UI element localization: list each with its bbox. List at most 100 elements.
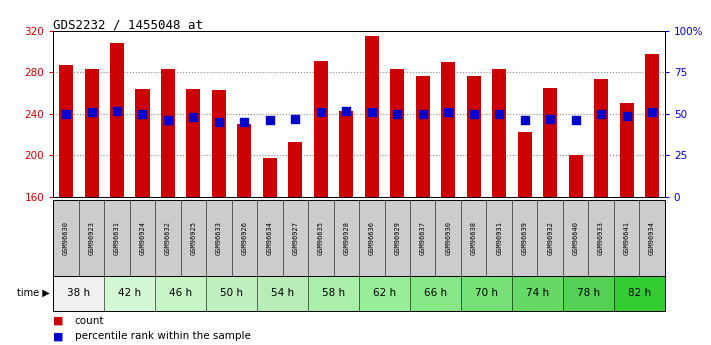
Point [60, 111, 72, 117]
Text: ■: ■ [53, 316, 64, 326]
Text: GSM96637: GSM96637 [419, 221, 426, 255]
Bar [639, 200, 665, 276]
Bar [155, 276, 206, 310]
Bar [589, 200, 614, 276]
Text: time ▶: time ▶ [17, 288, 50, 298]
Bar [308, 200, 333, 276]
Bar [110, 43, 124, 197]
Text: GSM96640: GSM96640 [572, 221, 579, 255]
Point [646, 109, 658, 115]
Bar [416, 76, 429, 197]
Text: 74 h: 74 h [526, 288, 549, 298]
Text: GSM96639: GSM96639 [522, 221, 528, 255]
Bar [461, 200, 486, 276]
Bar [461, 276, 512, 310]
Text: GSM96630: GSM96630 [63, 221, 69, 255]
Bar [136, 89, 149, 197]
Bar [385, 200, 410, 276]
Bar [206, 276, 257, 310]
Text: GSM96925: GSM96925 [191, 221, 196, 255]
Text: 58 h: 58 h [322, 288, 345, 298]
Bar [129, 200, 155, 276]
Point [112, 108, 123, 113]
Bar [359, 200, 385, 276]
Bar [410, 276, 461, 310]
Text: 70 h: 70 h [475, 288, 498, 298]
Text: GSM96932: GSM96932 [547, 221, 553, 255]
Text: percentile rank within the sample: percentile rank within the sample [75, 332, 250, 341]
Text: GSM96931: GSM96931 [496, 221, 502, 255]
Point [264, 118, 276, 123]
Text: 82 h: 82 h [628, 288, 651, 298]
Bar [512, 200, 538, 276]
Bar [155, 200, 181, 276]
Bar [614, 276, 665, 310]
Bar [257, 276, 308, 310]
Text: ■: ■ [53, 332, 64, 341]
Bar [359, 276, 410, 310]
Bar [79, 200, 105, 276]
Bar [619, 104, 634, 197]
Bar [105, 200, 129, 276]
Bar [257, 200, 283, 276]
Text: 42 h: 42 h [118, 288, 141, 298]
Point [468, 111, 479, 117]
Bar [339, 111, 353, 197]
Bar [594, 79, 608, 197]
Bar [289, 142, 302, 197]
Point [392, 111, 403, 117]
Text: 50 h: 50 h [220, 288, 243, 298]
Bar [232, 200, 257, 276]
Bar [543, 88, 557, 197]
Text: GSM96928: GSM96928 [343, 221, 349, 255]
Bar [53, 276, 105, 310]
Bar [512, 276, 563, 310]
Bar [237, 124, 252, 197]
Text: GSM96638: GSM96638 [471, 221, 476, 255]
Text: GSM96924: GSM96924 [139, 221, 146, 255]
Bar [569, 155, 582, 197]
Bar [486, 200, 512, 276]
Bar [442, 62, 455, 197]
Bar [85, 69, 99, 197]
Text: GSM96636: GSM96636 [369, 221, 375, 255]
Bar [283, 200, 308, 276]
Bar [59, 65, 73, 197]
Bar [614, 200, 639, 276]
Text: GSM96641: GSM96641 [624, 221, 629, 255]
Point [315, 109, 326, 115]
Bar [492, 69, 506, 197]
Bar [212, 90, 226, 197]
Bar [538, 200, 563, 276]
Bar [410, 200, 435, 276]
Point [86, 109, 97, 115]
Text: GDS2232 / 1455048_at: GDS2232 / 1455048_at [53, 18, 203, 31]
Point [341, 108, 352, 113]
Text: GSM96633: GSM96633 [216, 221, 222, 255]
Bar [308, 276, 359, 310]
Bar [563, 276, 614, 310]
Text: 38 h: 38 h [68, 288, 90, 298]
Bar [181, 200, 206, 276]
Point [289, 116, 301, 121]
Text: GSM96927: GSM96927 [292, 221, 299, 255]
Text: 46 h: 46 h [169, 288, 192, 298]
Text: GSM96635: GSM96635 [318, 221, 324, 255]
Text: GSM96634: GSM96634 [267, 221, 273, 255]
Point [137, 111, 148, 117]
Bar [186, 89, 201, 197]
Text: 54 h: 54 h [271, 288, 294, 298]
Bar [206, 200, 232, 276]
Text: GSM96631: GSM96631 [114, 221, 120, 255]
Bar [518, 132, 532, 197]
Point [417, 111, 429, 117]
Point [570, 118, 582, 123]
Text: GSM96934: GSM96934 [649, 221, 655, 255]
Point [519, 118, 530, 123]
Bar [105, 276, 155, 310]
Text: count: count [75, 316, 104, 326]
Point [595, 111, 606, 117]
Point [213, 119, 225, 125]
Text: GSM96923: GSM96923 [89, 221, 95, 255]
Bar [563, 200, 589, 276]
